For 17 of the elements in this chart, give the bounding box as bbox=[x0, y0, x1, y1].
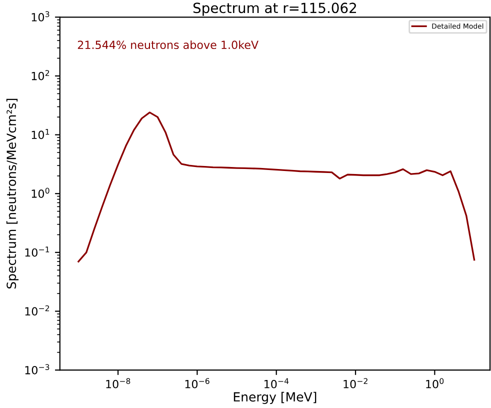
y-tick-label: 10$^{1}$ bbox=[32, 128, 50, 140]
y-tick-label: 10$^{−3}$ bbox=[25, 364, 50, 374]
x-tick-label: 10$^{−2}$ bbox=[344, 378, 368, 388]
x-tick-label: 10$^{−4}$ bbox=[264, 378, 289, 388]
y-tick-label: 10$^{0}$ bbox=[32, 188, 50, 198]
line-series bbox=[78, 112, 476, 262]
y-tick-label: 10$^{2}$ bbox=[32, 70, 50, 80]
x-tick-label: 10$^{−6}$ bbox=[185, 378, 210, 388]
y-axis-title: Spectrum [neutrons/MeVcm²s] bbox=[6, 98, 19, 289]
y-tick-label: 10$^{3}$ bbox=[32, 11, 50, 22]
x-tick-label: 10$^{−8}$ bbox=[106, 378, 130, 388]
y-tick-label: 10$^{−2}$ bbox=[25, 305, 49, 316]
x-axis-title: Energy [MeV] bbox=[234, 392, 316, 404]
annotation: 21.544% neutrons above 1.0keV bbox=[78, 40, 258, 50]
x-tick-label: 10$^{0}$ bbox=[426, 378, 444, 388]
y-tick-label: 10$^{−1}$ bbox=[25, 246, 50, 257]
chart-title: Spectrum at r=115.062 bbox=[193, 2, 356, 16]
